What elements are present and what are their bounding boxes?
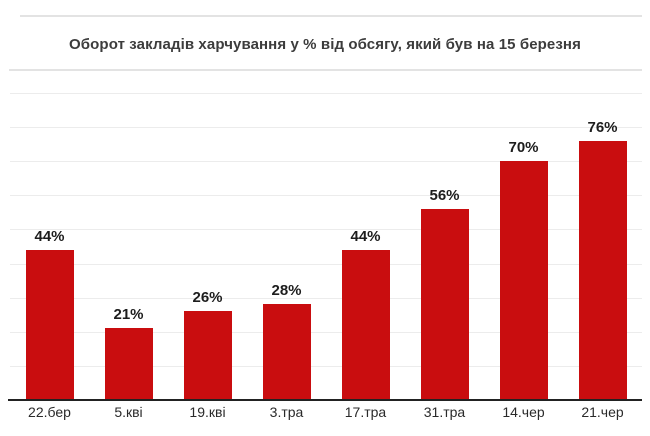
bar-value-label: 26% bbox=[192, 289, 223, 306]
gridline bbox=[10, 366, 642, 367]
gridline bbox=[10, 332, 642, 333]
gridline bbox=[10, 195, 642, 196]
chart-bar bbox=[579, 141, 627, 399]
x-axis-label: 3.тра bbox=[269, 404, 304, 420]
top-divider bbox=[20, 15, 642, 17]
chart-bar bbox=[500, 161, 548, 399]
bar-value-label: 44% bbox=[34, 228, 65, 245]
bar-value-label: 56% bbox=[429, 187, 460, 204]
bar-value-label: 44% bbox=[350, 228, 381, 245]
bar-value-label: 21% bbox=[113, 306, 144, 323]
x-axis-label: 22.бер bbox=[28, 404, 71, 420]
chart-bar bbox=[263, 304, 311, 399]
title-divider bbox=[9, 69, 642, 71]
x-axis-line bbox=[8, 399, 642, 401]
bar-value-label: 76% bbox=[587, 119, 618, 136]
x-axis-label: 31.тра bbox=[423, 404, 466, 420]
chart-bar bbox=[342, 250, 390, 399]
chart-bar bbox=[421, 209, 469, 399]
chart-title: Оборот закладів харчування у % від обсяг… bbox=[69, 36, 581, 53]
x-axis-label: 5.кві bbox=[114, 404, 143, 420]
gridline bbox=[10, 127, 642, 128]
gridline bbox=[10, 93, 642, 94]
chart-bar bbox=[184, 311, 232, 399]
x-axis-label: 21.чер bbox=[581, 404, 624, 420]
x-axis-label: 14.чер bbox=[502, 404, 545, 420]
gridline bbox=[10, 298, 642, 299]
gridline bbox=[10, 264, 642, 265]
chart-bar bbox=[105, 328, 153, 399]
x-axis-label: 19.кві bbox=[189, 404, 226, 420]
gridline bbox=[10, 161, 642, 162]
bar-value-label: 70% bbox=[508, 139, 539, 156]
bar-value-label: 28% bbox=[271, 282, 302, 299]
chart-bar bbox=[26, 250, 74, 399]
x-axis-label: 17.тра bbox=[344, 404, 387, 420]
gridline bbox=[10, 229, 642, 230]
